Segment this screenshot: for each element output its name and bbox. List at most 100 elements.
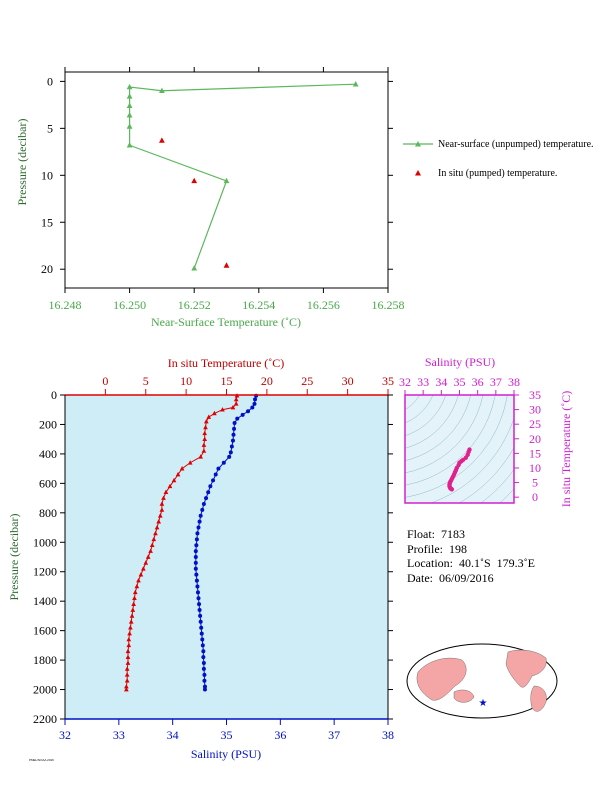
temperature-profile-point xyxy=(143,560,149,565)
salinity-profile-point xyxy=(204,496,209,501)
map-australia-landmass xyxy=(453,689,475,703)
pressure-tick-label: 2000 xyxy=(33,683,57,697)
legend: Near-surface (unpumped) temperature. In … xyxy=(403,139,594,179)
salinity-profile-point xyxy=(227,454,232,459)
temperature-profile-point xyxy=(145,554,151,559)
temperature-tick-label: 20 xyxy=(261,374,273,388)
temperature-profile-point xyxy=(132,589,138,595)
float-info: Float: 7183 Profile: 198 Location: 40.1˚… xyxy=(407,527,535,585)
salinity-profile-point xyxy=(196,596,201,601)
pumped-temperature-point xyxy=(191,177,198,184)
temperature-profile-point xyxy=(203,418,209,424)
salinity-profile-point xyxy=(246,409,251,414)
salinity-profile-point xyxy=(206,490,211,495)
unpumped-temperature-point xyxy=(126,142,133,148)
salinity-profile-point xyxy=(200,643,205,648)
salinity-axis-label: Salinity (PSU) xyxy=(191,747,261,761)
temperature-profile-point xyxy=(203,424,208,430)
pressure-tick-label: 1000 xyxy=(33,535,57,549)
unpumped-temperature-point xyxy=(126,112,133,118)
temperature-profile-point xyxy=(129,613,135,618)
temperature-profile-point xyxy=(125,654,131,659)
pressure-tick-label: 0 xyxy=(51,388,57,402)
ts-salinity-tick-label: 38 xyxy=(508,375,520,389)
legend-marker-unpumped xyxy=(415,141,421,147)
ts-y-label: In situ Temperature (˚C) xyxy=(559,391,573,508)
temperature-tick-label: 30 xyxy=(342,374,354,388)
salinity-tick-label: 37 xyxy=(328,728,340,742)
temperature-profile-point xyxy=(167,483,173,489)
legend-label-unpumped-text: Near-surface (unpumped) temperature. xyxy=(438,139,594,150)
temperature-profile-point xyxy=(126,636,132,642)
salinity-profile-point xyxy=(200,637,205,642)
salinity-profile-point xyxy=(228,450,233,455)
temperature-profile-point xyxy=(132,595,137,601)
float-location: Location: 40.1˚S 179.3˚E xyxy=(407,556,535,570)
map-south-america-landmass xyxy=(530,685,547,712)
temperature-profile-point xyxy=(154,524,160,530)
salinity-profile-point xyxy=(193,566,198,571)
near-surface-x-tick-label: 16.250 xyxy=(113,298,146,312)
temperature-profile-point xyxy=(125,660,131,665)
profile-chart: 0 5 10 15 20 25 30 35 0 200 400 600 800 1000 1200 1400… xyxy=(7,356,394,761)
salinity-profile-point xyxy=(201,661,206,666)
salinity-tick-label: 38 xyxy=(382,728,394,742)
pumped-temperature-point xyxy=(223,262,230,268)
near-surface-x-ticks: 16.248 16.250 16.252 16.254 16.256 16.258 xyxy=(49,67,405,312)
temperature-profile-point xyxy=(151,536,157,542)
ts-temperature-tick-label: 35 xyxy=(529,388,541,402)
ts-background xyxy=(405,395,514,503)
salinity-profile-point xyxy=(213,472,218,477)
temperature-profile-point xyxy=(136,577,141,583)
temperature-profile-point xyxy=(124,684,129,689)
salinity-profile-point xyxy=(197,519,202,524)
temperature-profile-point xyxy=(161,495,166,500)
pressure-tick-label: 1800 xyxy=(33,653,57,667)
salinity-profile-point xyxy=(197,602,202,607)
salinity-profile-point xyxy=(195,590,200,595)
unpumped-temperature-point xyxy=(126,93,133,99)
salinity-profile-point xyxy=(200,507,205,512)
float-id: Float: 7183 xyxy=(407,527,466,541)
salinity-tick-label: 34 xyxy=(167,728,179,742)
temperature-profile-point xyxy=(134,583,140,589)
unpumped-temperature-point xyxy=(126,83,133,90)
profile-temperature-ticks: 0 5 10 15 20 25 30 35 xyxy=(102,374,394,395)
near-surface-x-tick-label: 16.252 xyxy=(178,298,211,312)
temperature-axis-label: In situ Temperature (˚C) xyxy=(168,356,285,370)
temperature-profile-point xyxy=(159,501,165,506)
salinity-profile-point xyxy=(240,412,245,417)
pressure-tick-label: 1400 xyxy=(33,594,57,608)
salinity-profile-point xyxy=(195,584,200,589)
temperature-profile-point xyxy=(157,513,163,518)
salinity-profile-point xyxy=(199,631,204,636)
near-surface-y-tick-label: 15 xyxy=(41,215,53,229)
unpumped-temperature-point xyxy=(126,102,133,109)
near-surface-y-tick-label: 0 xyxy=(47,74,53,88)
ts-temperature-tick-label: 10 xyxy=(529,461,541,475)
ts-temperature-tick-label: 25 xyxy=(529,417,541,431)
unpumped-temperature-point xyxy=(191,265,198,271)
near-surface-y-ticks: 0 5 10 15 20 xyxy=(41,74,393,276)
temperature-profile-point xyxy=(175,471,181,477)
temperature-profile-point xyxy=(131,601,136,606)
temperature-profile-point xyxy=(153,530,158,536)
location-map: ★ xyxy=(406,643,558,719)
pressure-tick-label: 600 xyxy=(39,476,57,490)
unpumped-temperature-point xyxy=(352,81,359,87)
salinity-profile-point xyxy=(202,684,207,689)
salinity-profile-point xyxy=(231,432,236,437)
temperature-profile-point xyxy=(202,436,208,442)
temperature-profile-point xyxy=(230,404,236,410)
profile-number: Profile: 198 xyxy=(407,541,467,556)
salinity-profile-point xyxy=(202,678,207,683)
salinity-profile-point xyxy=(196,525,201,530)
salinity-profile-point xyxy=(208,484,213,489)
near-surface-chart: 16.248 16.250 16.252 16.254 16.256 16.258 051… xyxy=(15,67,405,329)
ts-salinity-tick-label: 36 xyxy=(472,375,484,389)
salinity-profile-point xyxy=(193,560,198,565)
pressure-tick-label: 400 xyxy=(39,447,57,461)
salinity-profile-point xyxy=(194,572,199,577)
temperature-profile-point xyxy=(124,672,130,677)
